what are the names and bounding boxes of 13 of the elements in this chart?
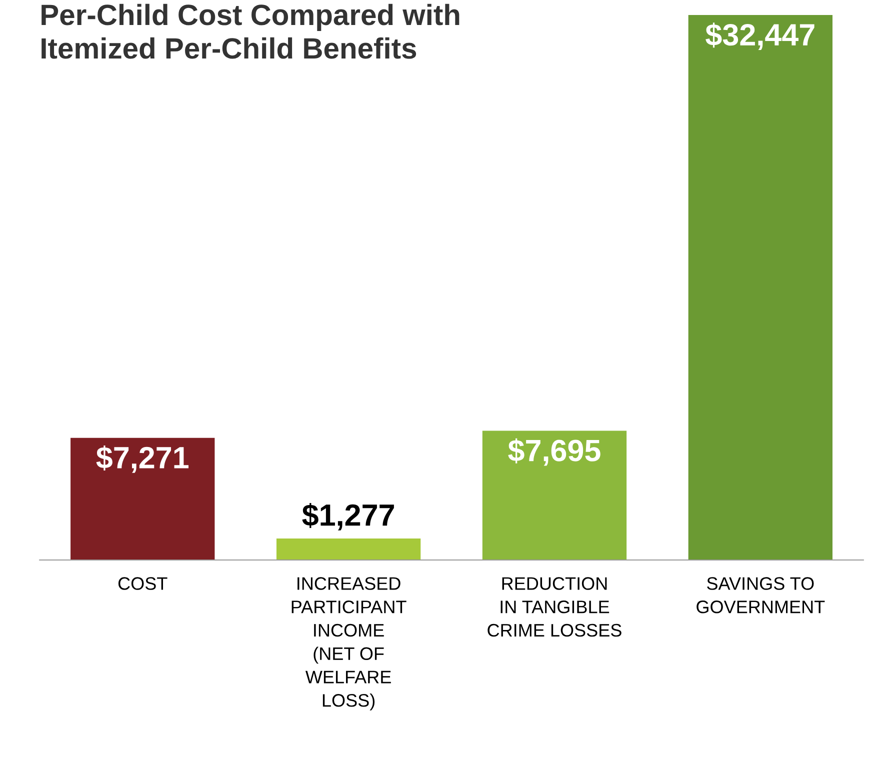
bar [482, 430, 627, 560]
bar [276, 538, 421, 560]
x-tick-label: COST [118, 577, 168, 590]
chart-title: Per-Child Cost Compared with Itemized Per-Child Benefits [42, 4, 460, 59]
data-label: $7,271 [96, 446, 188, 473]
x-tick-label: SAVINGS TO GOVERNMENT [696, 577, 825, 614]
data-label: $32,447 [706, 22, 814, 50]
data-label: $7,695 [508, 438, 600, 466]
bar [688, 15, 832, 560]
data-label: $1,277 [302, 502, 394, 530]
x-tick-label: INCREASED PARTICIPANT INCOME (NET OF WELFARE LOSS) [292, 577, 406, 710]
x-tick-label: REDUCTION IN TANGIBLE CRIME LOSSES [488, 577, 622, 637]
bar [70, 438, 215, 560]
